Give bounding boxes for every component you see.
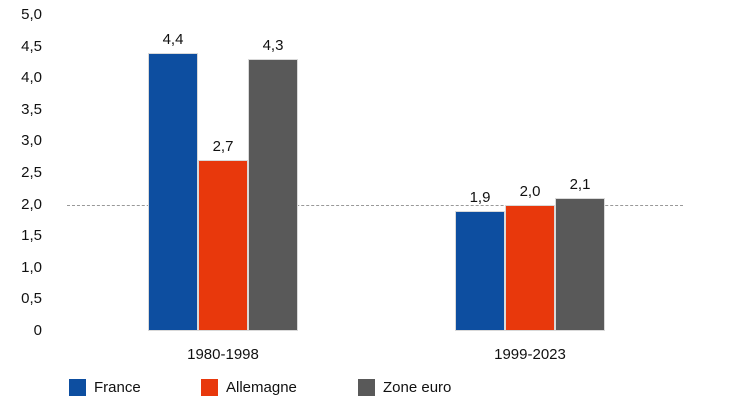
- legend-label: France: [94, 379, 141, 396]
- y-tick-label: 0: [33, 322, 42, 339]
- reference-line: [67, 205, 683, 206]
- y-tick-label: 2,5: [21, 164, 42, 181]
- y-tick-label: 3,5: [21, 100, 42, 118]
- legend-swatch-france: [69, 379, 86, 396]
- bar-france: [455, 210, 505, 331]
- bar-allemagne: [198, 160, 248, 331]
- y-tick-label: 1,0: [21, 258, 42, 276]
- legend-label: Zone euro: [383, 379, 452, 396]
- category-label: 1999-2023: [494, 346, 566, 363]
- legend-swatch-allemagne: [201, 379, 218, 396]
- category-label: 1980-1998: [187, 346, 259, 363]
- y-tick-label: 1,5: [21, 227, 42, 245]
- y-tick-label: 2,0: [21, 195, 42, 213]
- bar-value-label: 1,9: [469, 188, 491, 206]
- legend-label: Allemagne: [226, 379, 297, 396]
- bar-value-label: 2,0: [519, 182, 541, 200]
- bar-value-label: 4,4: [162, 30, 184, 48]
- y-tick-label: 4,5: [21, 37, 42, 55]
- bar-value-label: 2,7: [212, 138, 234, 156]
- bar-zone-euro: [248, 59, 298, 331]
- bar-zone-euro: [555, 198, 605, 331]
- bar-value-label: 2,1: [569, 176, 591, 194]
- y-tick-label: 3,0: [21, 132, 42, 150]
- y-tick-label: 0,5: [21, 290, 42, 308]
- y-tick-label: 4,0: [21, 69, 42, 87]
- legend-swatch-zone-euro: [358, 379, 375, 396]
- bar-value-label: 4,3: [262, 37, 284, 55]
- y-tick-label: 5,0: [21, 6, 42, 23]
- bar-allemagne: [505, 204, 555, 331]
- bar-france: [148, 52, 198, 331]
